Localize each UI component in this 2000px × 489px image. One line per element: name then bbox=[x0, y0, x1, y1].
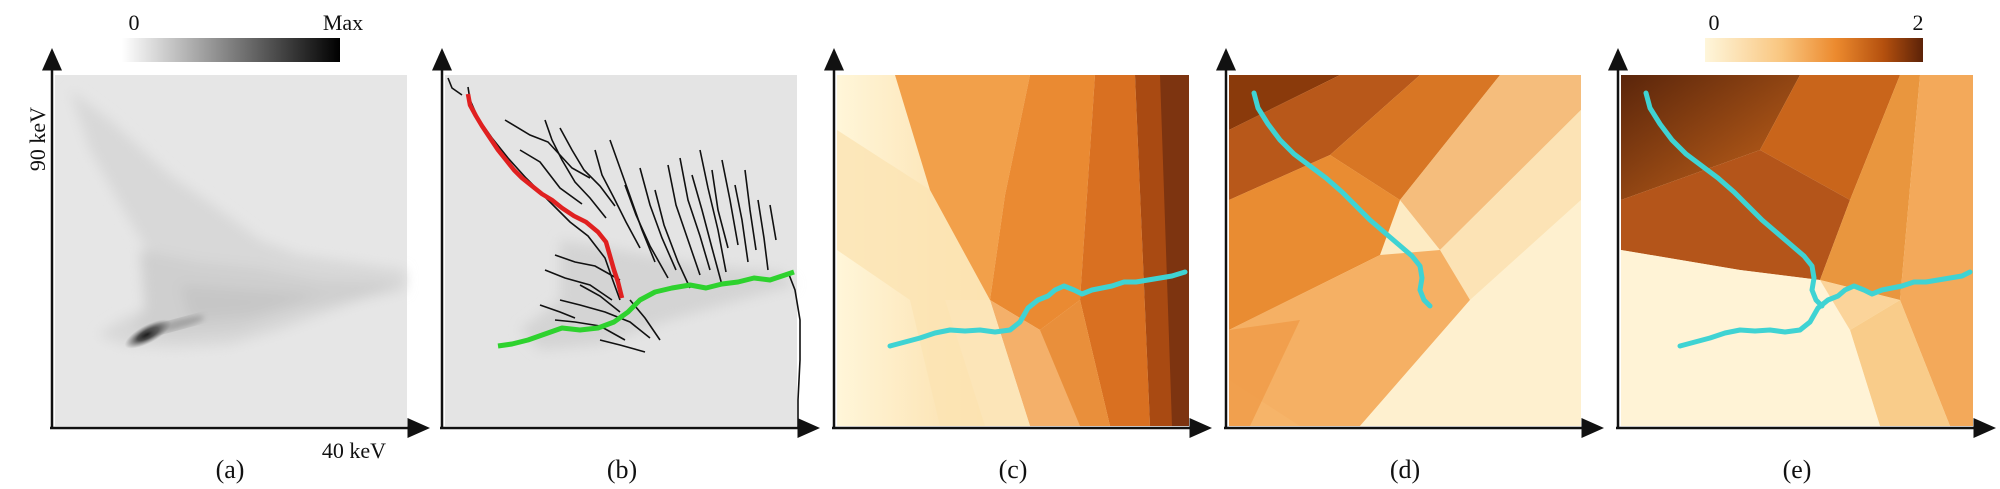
panel-b-label: (b) bbox=[607, 455, 637, 484]
panel-e: (e) bbox=[1608, 48, 1996, 484]
cyan-path-e-1 bbox=[1643, 90, 1825, 309]
green-path bbox=[497, 269, 795, 349]
density-cloud bbox=[70, 90, 405, 348]
gray-colorbar-max-label: Max bbox=[323, 10, 363, 35]
panel-d: (d) bbox=[1216, 48, 1604, 484]
red-path bbox=[465, 93, 625, 299]
cyan-path-e-2 bbox=[1677, 269, 1973, 349]
x-axis-label: 40 keV bbox=[322, 438, 386, 463]
y-axis-label: 90 keV bbox=[25, 107, 50, 171]
panel-b: (b) bbox=[432, 48, 820, 484]
panel-d-label: (d) bbox=[1390, 455, 1420, 484]
orange-colorbar-max-label: 2 bbox=[1913, 10, 1924, 35]
cyan-path-c bbox=[887, 269, 1188, 349]
cyan-path-d bbox=[1251, 90, 1433, 309]
panel-e-label: (e) bbox=[1783, 455, 1812, 484]
orange-colorbar: 0 2 bbox=[1705, 10, 1924, 62]
panel-c-label: (c) bbox=[999, 455, 1028, 484]
orange-colorbar-min-label: 0 bbox=[1709, 10, 1720, 35]
gray-colorbar-min-label: 0 bbox=[129, 10, 140, 35]
panel-c: (c) bbox=[824, 48, 1212, 484]
panel-a: 90 keV 40 keV (a) bbox=[25, 48, 430, 484]
gray-colorbar: 0 Max bbox=[122, 10, 363, 62]
panel-a-label: (a) bbox=[216, 455, 245, 484]
